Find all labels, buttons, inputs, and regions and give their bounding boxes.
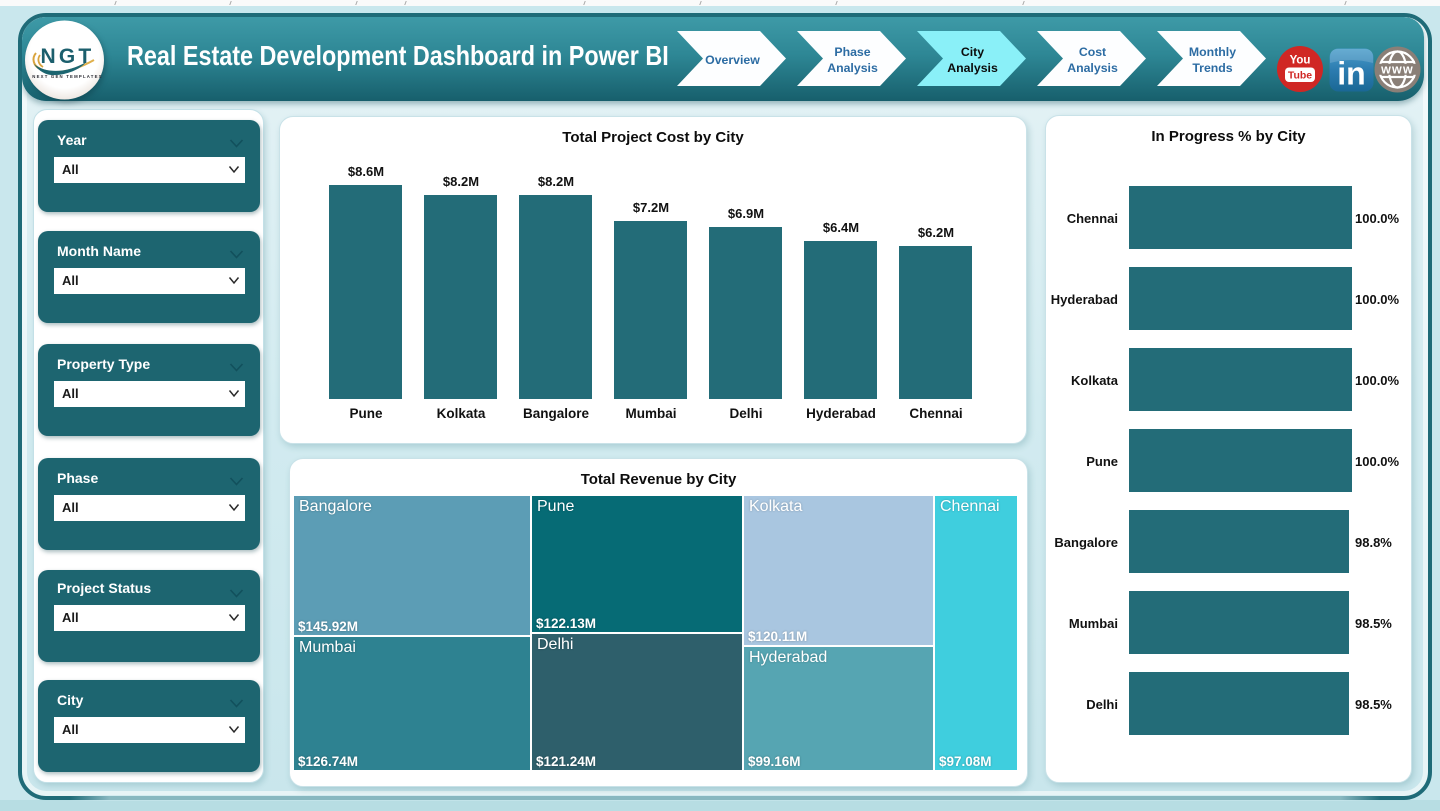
svg-text:in: in <box>1337 56 1365 92</box>
svg-text:NEXT GEN TEMPLATES: NEXT GEN TEMPLATES <box>32 74 102 79</box>
svg-text:You: You <box>1290 55 1311 67</box>
svg-text:NGT: NGT <box>41 45 95 68</box>
svg-text:Tube: Tube <box>1288 70 1312 82</box>
svg-text:www: www <box>1380 63 1414 77</box>
